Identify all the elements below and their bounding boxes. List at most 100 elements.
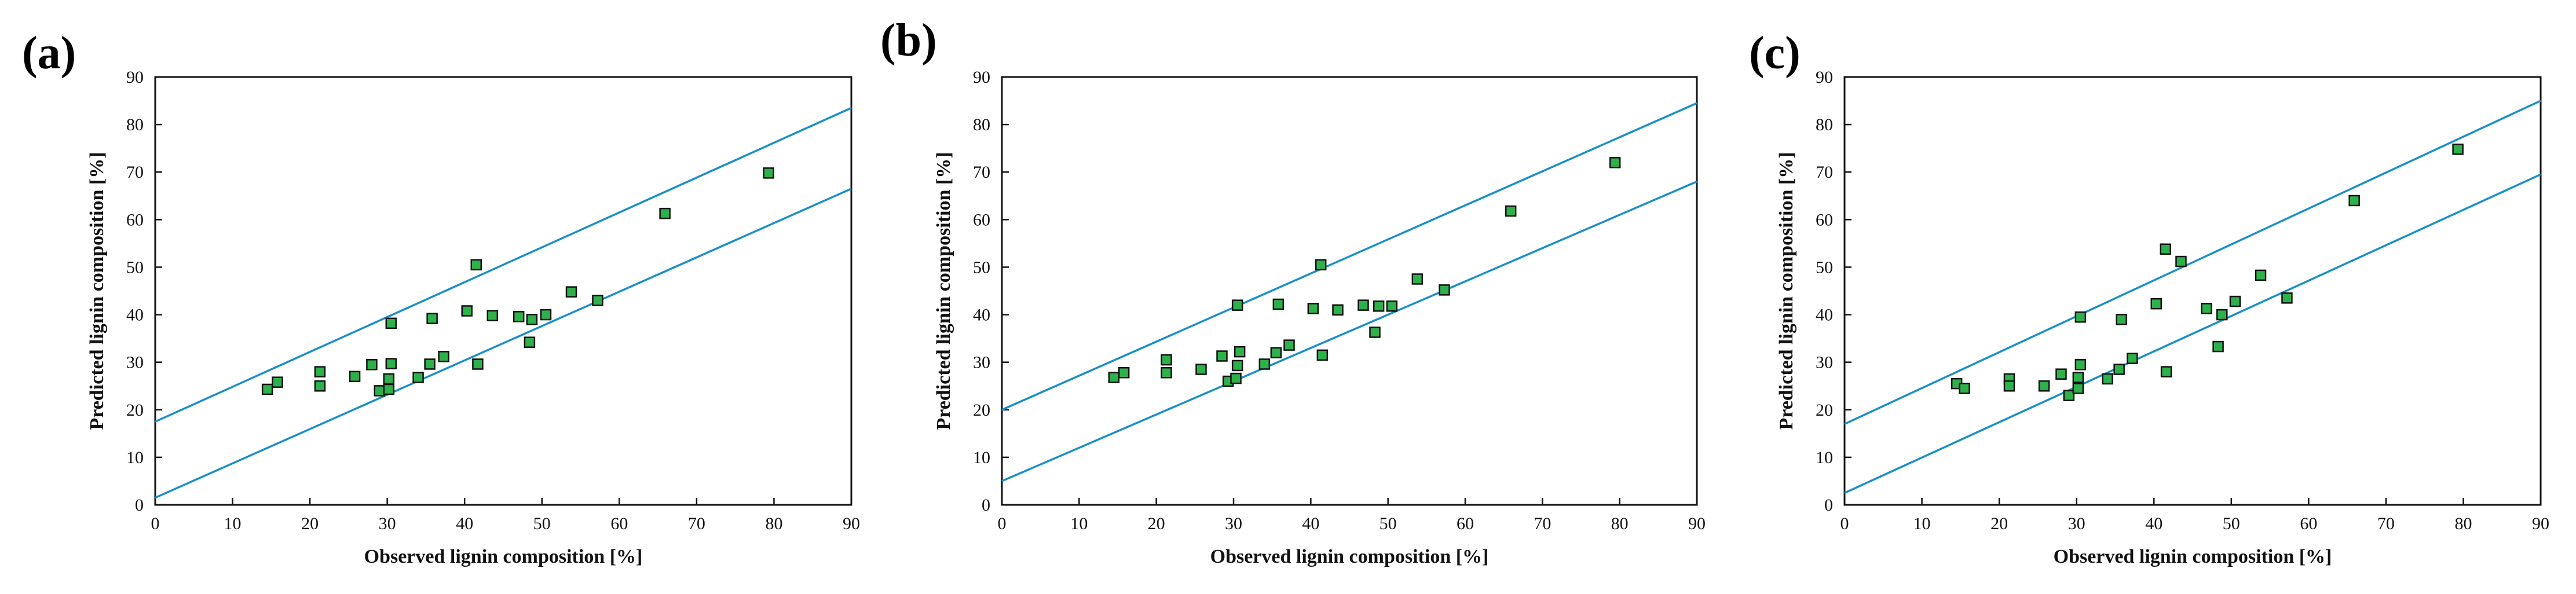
- data-point: [472, 358, 484, 370]
- y-tick-label: 40: [973, 306, 990, 325]
- y-tick-label: 70: [126, 163, 144, 182]
- panel-label: (b): [880, 15, 937, 66]
- x-tick-label: 0: [998, 514, 1007, 533]
- data-point: [763, 167, 774, 179]
- y-tick-label: 0: [135, 496, 144, 515]
- y-tick-label: 60: [1816, 210, 1833, 229]
- x-tick-label: 50: [1380, 514, 1397, 533]
- data-point: [1609, 157, 1621, 168]
- x-tick-label: 20: [1990, 514, 2008, 533]
- y-tick-label: 30: [1816, 353, 1833, 372]
- data-point: [486, 310, 499, 321]
- x-tick-label: 30: [2068, 514, 2085, 533]
- data-point: [1411, 273, 1424, 285]
- data-point: [565, 286, 577, 298]
- data-point: [2160, 366, 2172, 377]
- data-point: [2003, 380, 2015, 392]
- data-point: [2038, 380, 2050, 392]
- y-tick-label: 20: [1816, 401, 1833, 420]
- y-tick-label: 10: [973, 448, 990, 467]
- chart-panel-3: (c) 0 10 20 30 40 50 60 70 80 90 0 10 20 30 40 50 60 70 80 9…: [1749, 28, 2549, 567]
- x-axis-title: Observed lignin composition [%]: [2054, 546, 2332, 567]
- data-point: [1959, 383, 1970, 394]
- data-point: [2063, 390, 2075, 401]
- x-tick-label: 50: [533, 514, 551, 533]
- data-point: [383, 373, 395, 385]
- data-point: [2150, 298, 2162, 310]
- data-point: [524, 336, 536, 348]
- data-point: [2201, 303, 2212, 314]
- data-point: [1161, 354, 1172, 366]
- data-point: [540, 309, 552, 321]
- data-point: [1272, 298, 1285, 310]
- y-tick-label: 50: [126, 258, 144, 277]
- data-point: [2102, 373, 2113, 385]
- y-tick-label: 20: [126, 401, 144, 420]
- y-tick-label: 70: [973, 163, 990, 182]
- y-tick-label: 50: [973, 258, 990, 277]
- data-point: [1315, 259, 1327, 271]
- x-tick-label: 40: [1302, 514, 1319, 533]
- data-point: [1216, 350, 1228, 362]
- y-tick-label: 60: [126, 210, 144, 229]
- bound-line-upper: [1844, 100, 2541, 425]
- x-tick-label: 30: [379, 514, 396, 533]
- data-point: [659, 207, 671, 219]
- data-point: [261, 383, 273, 395]
- x-tick-label: 80: [1611, 514, 1629, 533]
- data-point: [1505, 205, 1517, 217]
- x-tick-label: 70: [1534, 514, 1551, 533]
- data-point: [2452, 144, 2464, 155]
- data-point: [1270, 347, 1282, 358]
- x-tick-label: 10: [224, 514, 241, 533]
- y-tick-label: 60: [973, 210, 990, 229]
- data-point: [412, 372, 424, 383]
- data-point: [1234, 346, 1246, 358]
- y-tick-label: 80: [973, 115, 990, 134]
- x-tick-label: 0: [1840, 514, 1849, 533]
- data-point: [2212, 340, 2224, 353]
- data-point: [2281, 292, 2293, 304]
- data-point: [461, 305, 473, 317]
- data-point: [2055, 368, 2067, 380]
- data-point: [2072, 372, 2084, 383]
- data-point: [2216, 309, 2228, 321]
- bound-line-lower: [1844, 173, 2541, 494]
- y-tick-label: 30: [973, 353, 990, 372]
- panel-label: (c): [1749, 28, 1801, 79]
- data-point: [1231, 360, 1243, 372]
- data-point: [272, 376, 283, 388]
- data-point: [1108, 372, 1120, 383]
- x-tick-label: 40: [2145, 514, 2162, 533]
- y-tick-label: 50: [1816, 258, 1833, 277]
- data-point: [424, 358, 436, 370]
- x-tick-label: 0: [151, 514, 160, 533]
- data-point: [2113, 364, 2125, 375]
- data-point: [1195, 364, 1207, 375]
- data-point: [526, 314, 538, 325]
- bound-line-lower: [1001, 181, 1697, 482]
- y-tick-label: 40: [1816, 306, 1833, 325]
- x-axis-title: Observed lignin composition [%]: [1210, 546, 1489, 567]
- x-tick-label: 60: [1457, 514, 1474, 533]
- chart-panel-2: (b) 0 10 20 30 40 50 60 70 80 90 0 10 20 30 40 50 60 70 80 9…: [880, 15, 1706, 567]
- data-point: [1230, 372, 1242, 384]
- bound-line-upper: [1001, 102, 1697, 411]
- data-point: [592, 295, 603, 306]
- data-point: [2255, 269, 2267, 281]
- data-point: [1357, 299, 1369, 311]
- data-point: [349, 371, 361, 383]
- x-tick-label: 20: [1148, 514, 1165, 533]
- data-point: [470, 259, 482, 271]
- data-point: [438, 351, 449, 362]
- y-tick-label: 30: [126, 353, 144, 372]
- data-point: [2127, 353, 2138, 364]
- x-tick-label: 30: [1225, 514, 1242, 533]
- y-tick-label: 90: [973, 68, 990, 87]
- x-axis-title: Observed lignin composition [%]: [364, 546, 643, 567]
- y-tick-label: 80: [126, 115, 144, 134]
- data-point: [1118, 366, 1130, 379]
- data-point: [1258, 358, 1271, 370]
- y-axis-title: Predicted lignin composition [%]: [1776, 152, 1797, 430]
